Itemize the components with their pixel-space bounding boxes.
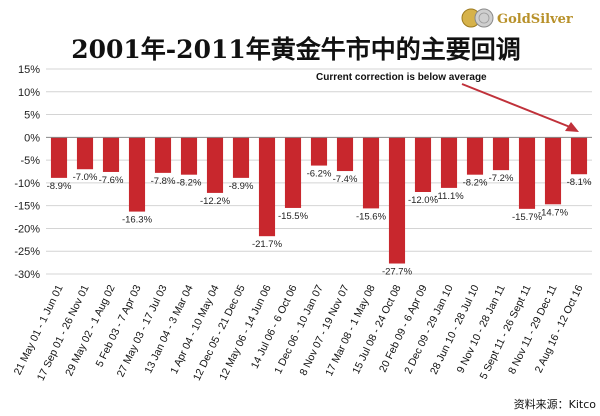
bar [76, 137, 94, 170]
data-labels: -8.9%-7.0% -7.6%-16.3%-7.8% -8.2%-12.2%-8.… [47, 169, 592, 278]
data-label: -12.2% [200, 196, 231, 207]
bar [310, 137, 328, 166]
bar [50, 137, 68, 178]
y-tick-label: -30% [14, 269, 40, 281]
y-tick-label: -10% [14, 178, 40, 190]
y-tick-label: 10% [18, 87, 40, 99]
bar [180, 137, 198, 175]
y-tick-label: -5% [20, 155, 40, 167]
data-label: -15.5% [278, 211, 309, 222]
gridlines [46, 68, 592, 275]
bars [50, 137, 588, 264]
bar [518, 137, 536, 209]
y-tick-label: 15% [18, 64, 40, 76]
data-label: -12.0% [408, 195, 439, 206]
annotation-text: Current correction is below average [316, 72, 487, 83]
data-label: -8.1% [567, 177, 592, 188]
bar [440, 137, 458, 188]
bar [362, 137, 380, 209]
bar [336, 137, 354, 172]
bar [466, 137, 484, 175]
y-tick-label: -25% [14, 246, 40, 258]
data-label: -8.9% [229, 181, 254, 192]
data-label: -7.4% [333, 174, 358, 185]
data-label: -7.6% [99, 175, 124, 186]
y-tick-label: 0% [24, 132, 40, 144]
bar [544, 137, 562, 205]
chart-title: 2001年-2011年黄金牛市中的主要回调 [71, 35, 521, 64]
bar [388, 137, 406, 264]
data-label: -14.7% [538, 207, 569, 218]
data-label: -21.7% [252, 239, 283, 250]
y-tick-label: -15% [14, 201, 40, 213]
bar [570, 137, 588, 175]
data-label: -8.2% [177, 178, 202, 189]
source-note: 资料来源：Kitco [514, 397, 597, 411]
bar [128, 137, 146, 212]
data-label: -8.9% [47, 181, 72, 192]
data-label: -15.7% [512, 212, 543, 223]
coin-icon [461, 8, 494, 28]
y-tick-label: -20% [14, 223, 40, 235]
data-label: -8.2% [463, 178, 488, 189]
bar [258, 137, 276, 237]
bar [206, 137, 224, 193]
data-label: -7.8% [151, 176, 176, 187]
x-tick-label: 2 Aug 16 - 12 Oct 16 [533, 283, 586, 375]
bar [284, 137, 302, 208]
data-label: -16.3% [122, 215, 153, 226]
bar [414, 137, 432, 192]
data-label: -11.1% [434, 191, 464, 202]
bar [492, 137, 510, 171]
bar [154, 137, 172, 173]
data-label: -7.0% [73, 172, 98, 183]
logo: GoldSilver [461, 8, 573, 28]
data-label: -6.2% [307, 169, 332, 180]
y-tick-label: 5% [24, 110, 40, 122]
data-label: -15.6% [356, 211, 387, 222]
data-label: -7.2% [489, 173, 514, 184]
annotation-arrow [461, 83, 579, 132]
logo-text: GoldSilver [497, 12, 573, 27]
data-label: -27.7% [382, 267, 413, 278]
bar [102, 137, 120, 172]
bar [232, 137, 250, 178]
y-axis: 15% 10% 5% 0% -5% -10% -15% -20% -25% -30% [14, 64, 40, 281]
